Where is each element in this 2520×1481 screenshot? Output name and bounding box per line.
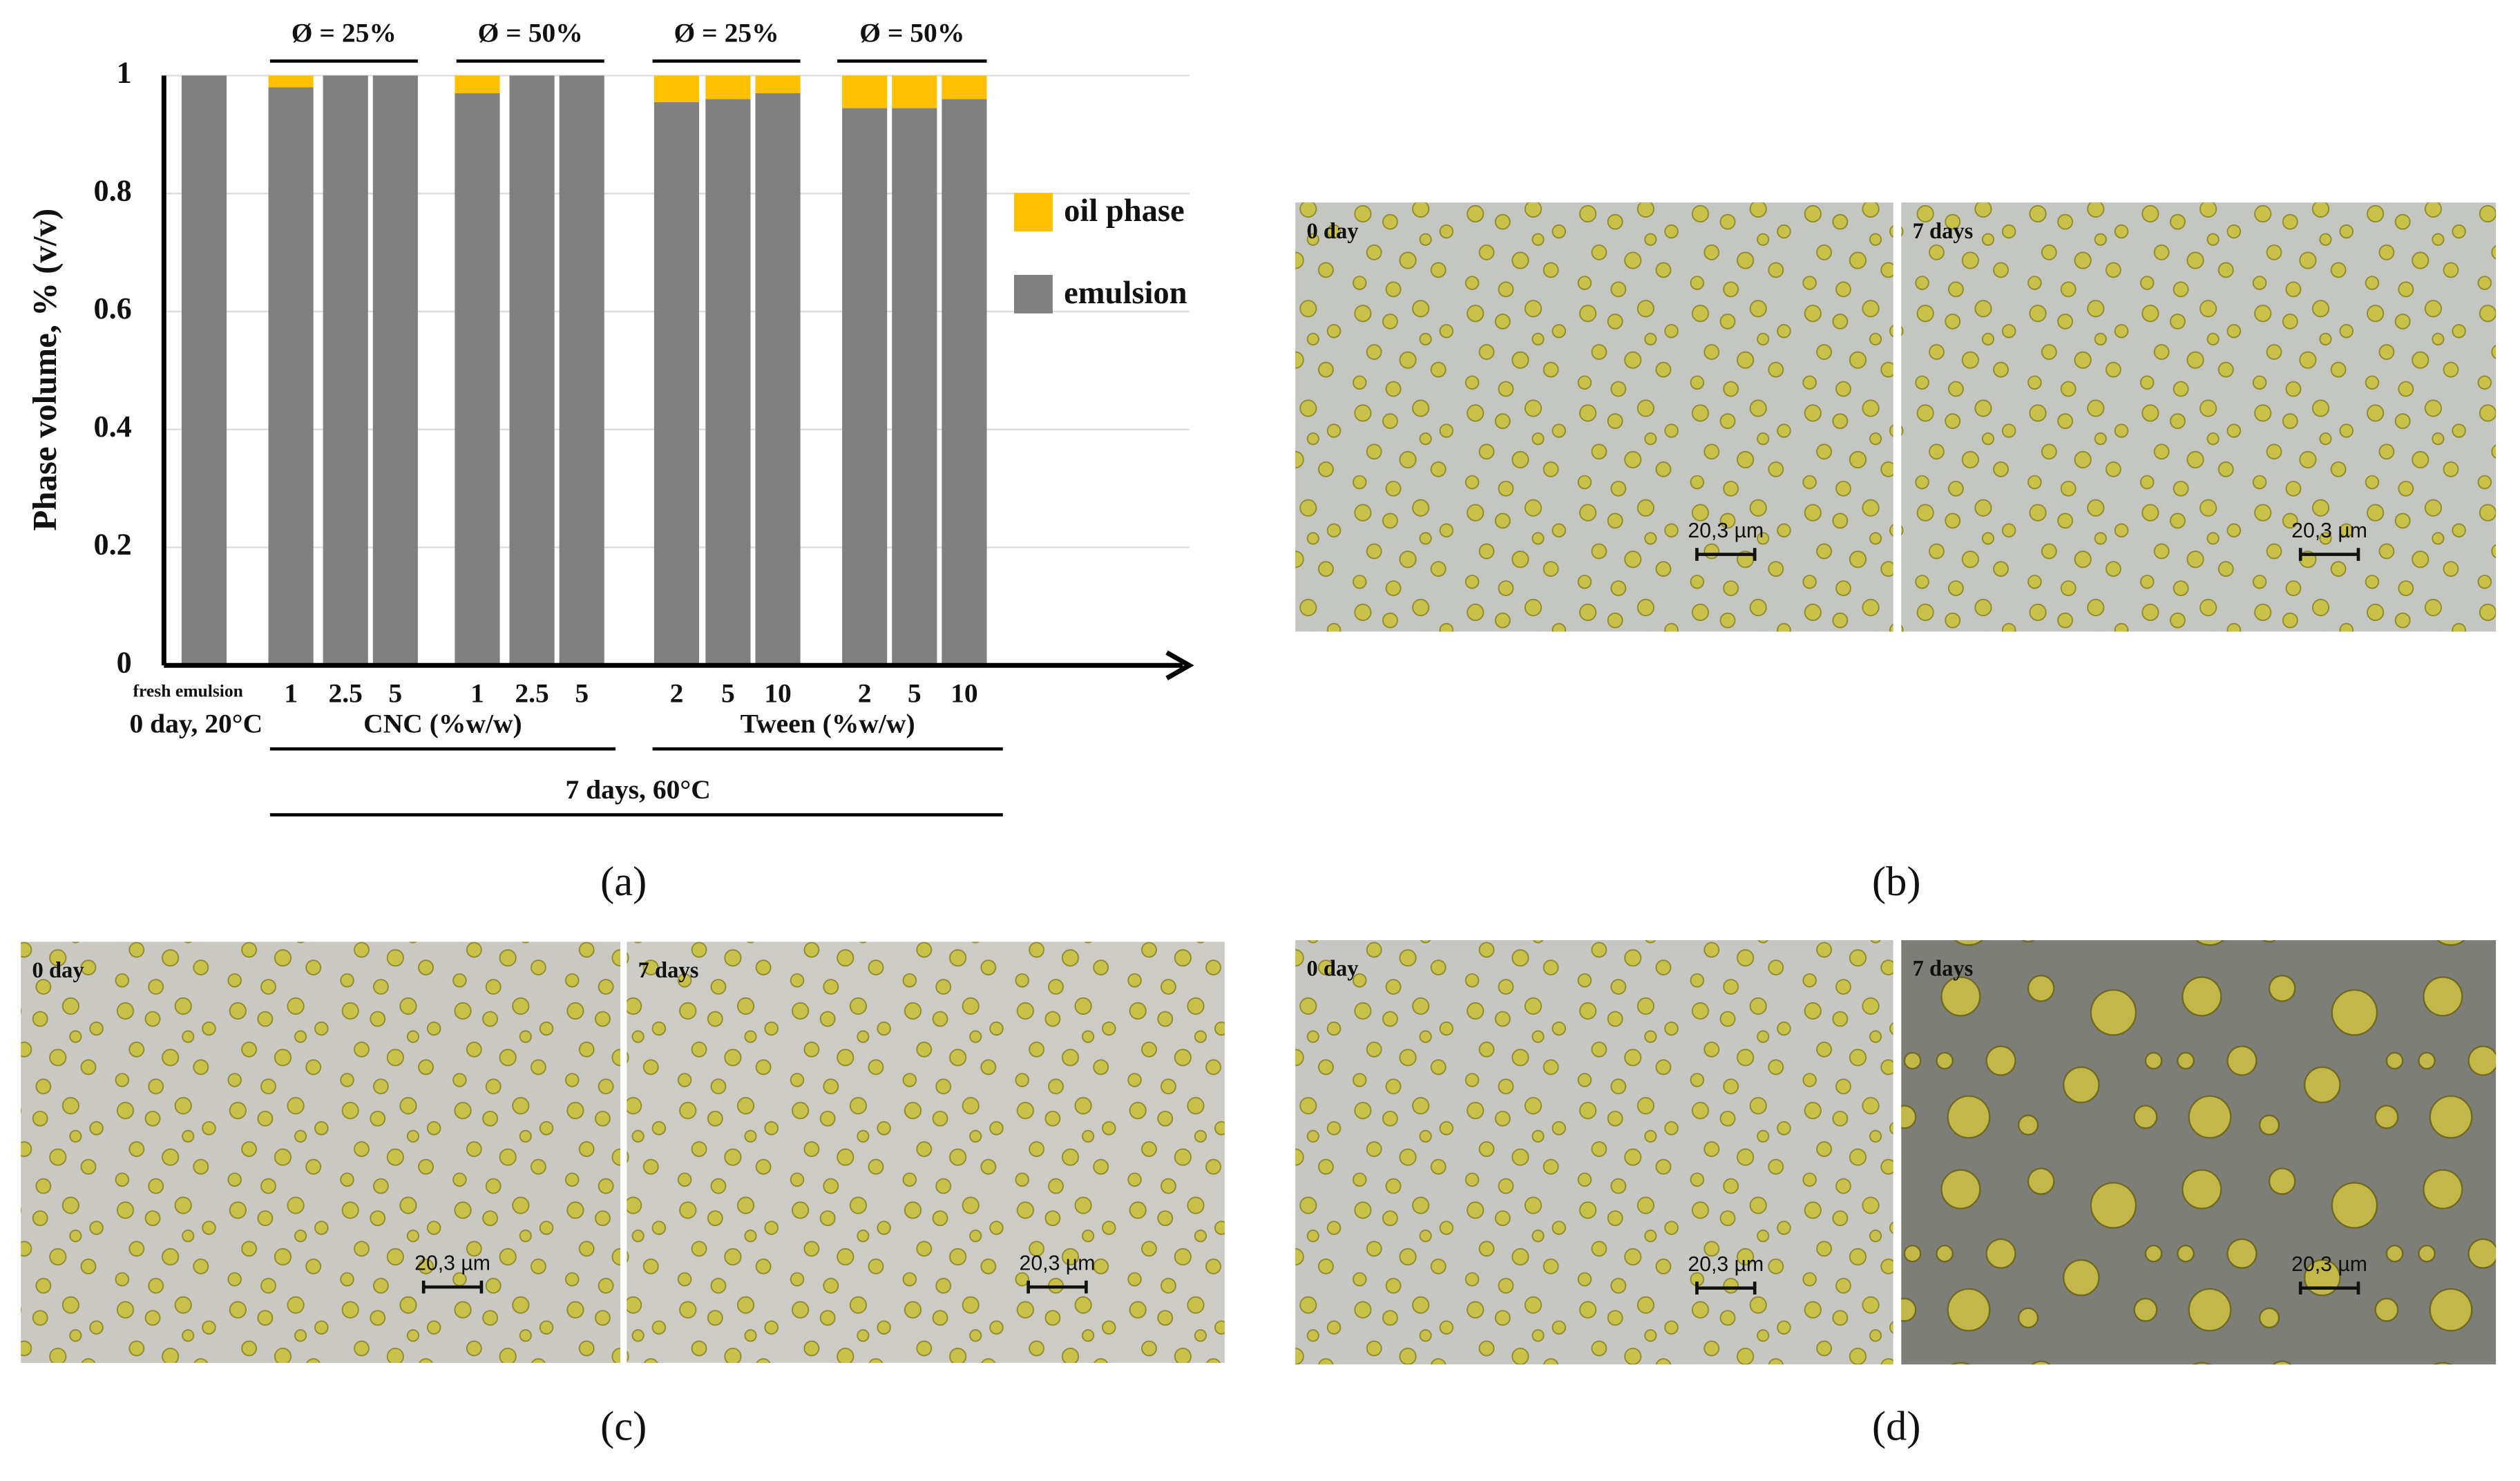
x-tick-label: 10 — [764, 678, 792, 709]
panel-label: (a) — [600, 859, 647, 905]
bar-segment — [323, 75, 368, 666]
bar-segment — [892, 108, 937, 666]
micrograph: 0 day 20,3 µm — [1295, 202, 1893, 632]
micrograph: 0 day 20,3 µm — [1295, 940, 1893, 1365]
droplets — [1901, 202, 2497, 632]
bar-segment — [653, 75, 700, 102]
legend-label: emulsion — [1064, 276, 1187, 311]
y-tick-label: 0.8 — [94, 173, 132, 207]
legend-label: oil phase — [1064, 193, 1184, 229]
scale-bar — [1027, 1280, 1088, 1294]
x-tick-label: 5 — [721, 678, 735, 709]
y-tick-label: 0.6 — [94, 292, 132, 325]
panel-label: (d) — [1872, 1404, 1921, 1450]
micrograph: 0 day 20,3 µm — [21, 942, 621, 1363]
bar-segment — [559, 75, 604, 666]
x-tick-label: 10 — [951, 678, 978, 709]
panel-label: (b) — [1872, 859, 1921, 905]
x-tick-label: 1 — [470, 678, 484, 709]
condition-label: 0 day, 20°C — [129, 709, 262, 739]
x-tick-label: 1 — [284, 678, 298, 709]
legend-swatch — [1014, 193, 1053, 232]
micrograph-label: 7 days — [1913, 219, 1974, 244]
group-label: Ø = 25% — [292, 17, 397, 48]
bar-segment — [268, 75, 314, 88]
bar-segment — [181, 75, 227, 666]
bar-segment — [455, 93, 500, 666]
scale-bar — [2298, 548, 2360, 561]
legend-swatch — [1014, 274, 1053, 314]
x-tick-label: 5 — [908, 678, 922, 709]
y-tick-label: 0.2 — [94, 528, 132, 562]
bar-segment — [842, 108, 888, 666]
x-tick-label: 2.5 — [328, 678, 362, 709]
droplets — [627, 942, 1225, 1363]
bar-segment — [455, 75, 500, 94]
droplets — [1295, 940, 1893, 1365]
bar-segment — [842, 75, 888, 108]
droplets — [1901, 940, 2497, 1365]
panel-label: (c) — [600, 1404, 647, 1450]
x-tick-label: 2.5 — [515, 678, 548, 709]
micrograph: 7 days 20,3 µm — [1901, 202, 2497, 632]
scale-bar — [421, 1280, 484, 1294]
bar-segment — [372, 75, 418, 666]
droplets — [21, 942, 621, 1363]
bar-segment — [705, 99, 751, 666]
scale-bar-label: 20,3 µm — [1688, 1253, 1764, 1276]
scale-bar-label: 20,3 µm — [1020, 1252, 1096, 1275]
y-tick-label: 0.4 — [94, 410, 132, 443]
x-axis-arrow — [1165, 650, 1194, 680]
x-tick-label: 5 — [575, 678, 589, 709]
micrograph-label: 0 day — [32, 958, 84, 983]
micrograph: 7 days 20,3 µm — [1901, 940, 2497, 1365]
x-tick-label: fresh emulsion — [133, 681, 243, 701]
x-tick-label: 2 — [858, 678, 872, 709]
scale-bar-label: 20,3 µm — [414, 1252, 490, 1275]
y-tick-label: 0 — [117, 645, 132, 679]
condition-label: 7 days, 60°C — [565, 774, 710, 805]
micrograph-label: 7 days — [638, 958, 699, 983]
group-label: Ø = 50% — [859, 17, 964, 48]
bar-segment — [653, 102, 700, 666]
micrograph-label: 0 day — [1306, 219, 1358, 244]
group-label: Tween (%w/w) — [741, 709, 915, 739]
bar-segment — [755, 75, 801, 94]
droplets — [1295, 202, 1893, 632]
bar-segment — [942, 99, 987, 666]
bar-segment — [755, 93, 801, 666]
bar-segment — [509, 75, 555, 666]
scale-bar-label: 20,3 µm — [2291, 1253, 2367, 1276]
group-label: CNC (%w/w) — [363, 709, 522, 739]
micrograph-label: 7 days — [1913, 957, 1974, 982]
scale-bar — [2298, 1281, 2360, 1295]
group-label: Ø = 25% — [674, 17, 779, 48]
x-tick-label: 2 — [670, 678, 684, 709]
group-label: Ø = 50% — [478, 17, 583, 48]
scale-bar — [1695, 548, 1757, 561]
bar-segment — [942, 75, 987, 99]
bar-segment — [892, 75, 937, 108]
scale-bar — [1695, 1281, 1757, 1295]
micrograph: 7 days 20,3 µm — [627, 942, 1225, 1363]
bar-segment — [705, 75, 751, 99]
scale-bar-label: 20,3 µm — [1688, 519, 1764, 542]
y-tick-label: 1 — [117, 56, 132, 90]
x-tick-label: 5 — [388, 678, 402, 709]
micrograph-label: 0 day — [1306, 957, 1358, 982]
y-axis-label: Phase volume, % (v/v) — [26, 209, 64, 531]
scale-bar-label: 20,3 µm — [2291, 519, 2367, 542]
bar-segment — [268, 87, 314, 666]
